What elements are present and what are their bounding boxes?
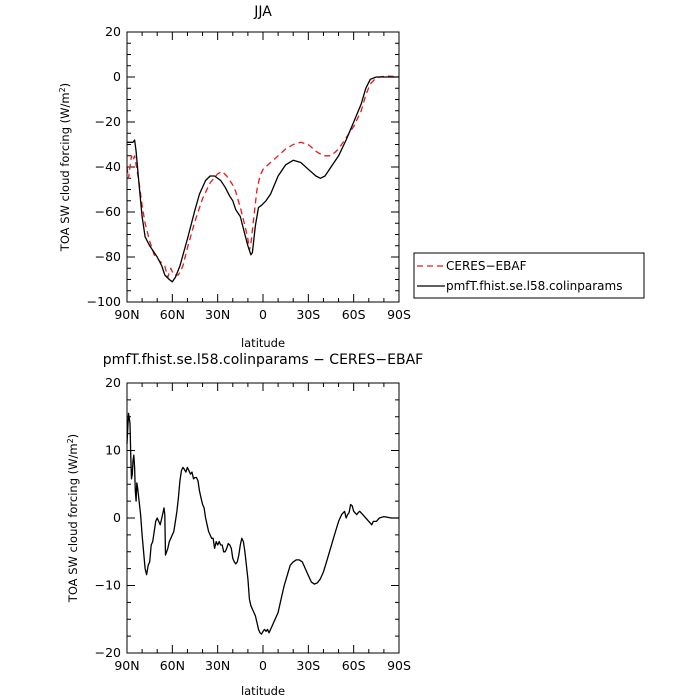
x-tick-label: 60N — [160, 307, 185, 322]
x-tick-label: 0 — [259, 658, 267, 673]
x-tick-label: 30S — [296, 658, 320, 673]
chart-title: pmfT.fhist.se.l58.colinparams − CERES−EB… — [103, 352, 423, 368]
x-tick-label: 30S — [296, 307, 320, 322]
y-tick-label: 20 — [105, 24, 121, 39]
legend-label-ceres: CERES−EBAF — [446, 259, 527, 273]
x-axis-label: latitude — [241, 684, 285, 698]
y-tick-label: 10 — [105, 443, 121, 458]
x-tick-label: 90N — [114, 658, 139, 673]
y-tick-label: −10 — [95, 578, 121, 593]
series-line-1 — [127, 76, 399, 283]
x-tick-label: 30N — [205, 658, 230, 673]
y-tick-label: 0 — [113, 510, 121, 525]
panel-bottom: pmfT.fhist.se.l58.colinparams − CERES−EB… — [66, 352, 423, 698]
x-tick-label: 30N — [205, 307, 230, 322]
series-line-0 — [126, 75, 400, 278]
plot-frame — [126, 31, 400, 303]
x-tick-label: 60S — [342, 307, 366, 322]
y-tick-label: −40 — [95, 159, 121, 174]
y-axis-label: TOA SW cloud forcing (W/m2) — [66, 434, 80, 603]
y-axis-label: TOA SW cloud forcing (W/m2) — [58, 83, 72, 252]
y-tick-label: −60 — [95, 204, 121, 219]
legend-box — [413, 252, 645, 299]
plot-frame — [126, 382, 400, 654]
x-tick-label: 90S — [387, 307, 411, 322]
x-axis-label: latitude — [241, 336, 285, 350]
y-tick-label: −20 — [95, 114, 121, 129]
legend: CERES−EBAF pmfT.fhist.se.l58.colinparams — [413, 252, 645, 299]
panel-top: JJA 90N 60N 30N 0 30S 60S 90S 20 0 −20 −40 −60 −80 −1… — [58, 4, 645, 350]
x-tick-label: 60N — [160, 658, 185, 673]
y-tick-label: −100 — [87, 294, 121, 309]
chart-title: JJA — [253, 4, 272, 20]
x-tick-label: 90S — [387, 658, 411, 673]
y-tick-label: −80 — [95, 249, 121, 264]
x-tick-label: 60S — [342, 658, 366, 673]
y-tick-label: −20 — [95, 645, 121, 660]
y-tick-label: 0 — [113, 69, 121, 84]
series-line-0 — [126, 412, 399, 635]
y-tick-label: 20 — [105, 375, 121, 390]
x-tick-label: 0 — [259, 307, 267, 322]
x-tick-label: 90N — [114, 307, 139, 322]
legend-label-model: pmfT.fhist.se.l58.colinparams — [446, 279, 622, 293]
